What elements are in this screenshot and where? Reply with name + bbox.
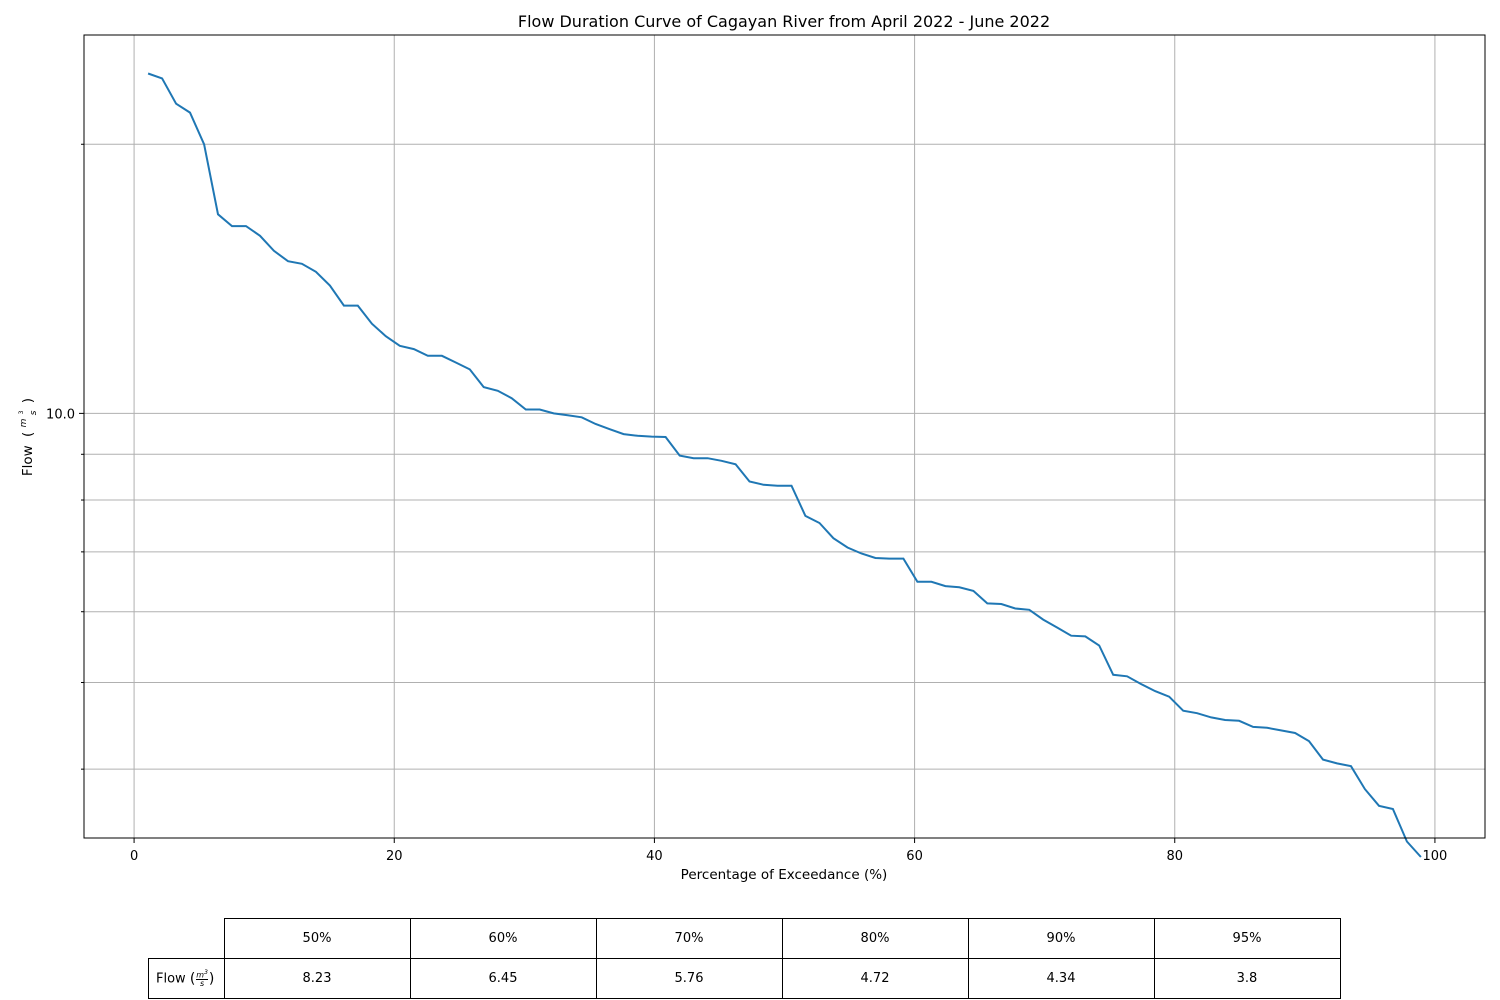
table-row: Flow (m3 s) 8.23 6.45 5.76 4.72 4.34 3.8 bbox=[148, 958, 1341, 999]
x-tick-label: 60 bbox=[906, 849, 923, 864]
chart-title: Flow Duration Curve of Cagayan River fro… bbox=[518, 12, 1050, 31]
x-axis-label: Percentage of Exceedance (%) bbox=[681, 867, 888, 883]
table-cell: 8.23 bbox=[223, 958, 411, 999]
y-axis-unit-superscript: 3 bbox=[18, 410, 25, 414]
x-tick-label: 20 bbox=[386, 849, 403, 864]
table-header-cell: 60% bbox=[409, 918, 597, 959]
x-tick-label: 0 bbox=[130, 849, 138, 864]
x-tick-label: 100 bbox=[1423, 849, 1448, 864]
svg-text:Flow ( m 3: Flow ( m 3 s ) bbox=[11, 398, 40, 476]
table-header-cell: 50% bbox=[223, 918, 411, 959]
percentile-flow-table: 50% 60% 70% 80% 90% 95% Flow (m3 s) 8.23 … bbox=[148, 918, 1341, 999]
table-cell: 5.76 bbox=[595, 958, 783, 999]
y-axis-label-text: Flow bbox=[20, 445, 36, 476]
row-label-unit: m3 s bbox=[196, 968, 208, 989]
row-label-text: Flow bbox=[156, 971, 186, 986]
table-cell: 6.45 bbox=[409, 958, 597, 999]
table-header-cell: 70% bbox=[595, 918, 783, 959]
flow-duration-chart: 0 20 40 60 80 100 10.0 Flow Duration Curve of … bbox=[11, 12, 1486, 883]
y-axis-unit-denominator: s bbox=[29, 410, 39, 415]
x-tick-label: 80 bbox=[1166, 849, 1183, 864]
table-cell: 4.34 bbox=[967, 958, 1155, 999]
table-cell: 4.72 bbox=[781, 958, 969, 999]
table-header-cell: 95% bbox=[1153, 918, 1341, 959]
table-header-cell: 80% bbox=[781, 918, 969, 959]
table-cell: 3.8 bbox=[1153, 958, 1341, 999]
table-header-row: 50% 60% 70% 80% 90% 95% bbox=[149, 918, 1341, 959]
x-tick-label: 40 bbox=[646, 849, 663, 864]
y-axis-label: Flow ( m 3 s ) bbox=[11, 398, 40, 476]
axis-ticks: 0 20 40 60 80 100 10.0 bbox=[46, 143, 1448, 864]
grid-lines bbox=[84, 35, 1485, 838]
flow-series-line bbox=[147, 72, 1422, 858]
table-corner bbox=[149, 919, 225, 959]
table-header-cell: 90% bbox=[967, 918, 1155, 959]
y-axis-unit-numerator: m bbox=[19, 418, 29, 427]
table-row-label: Flow (m3 s) bbox=[148, 958, 225, 999]
plot-frame bbox=[83, 34, 1486, 839]
y-tick-label: 10.0 bbox=[46, 407, 75, 422]
